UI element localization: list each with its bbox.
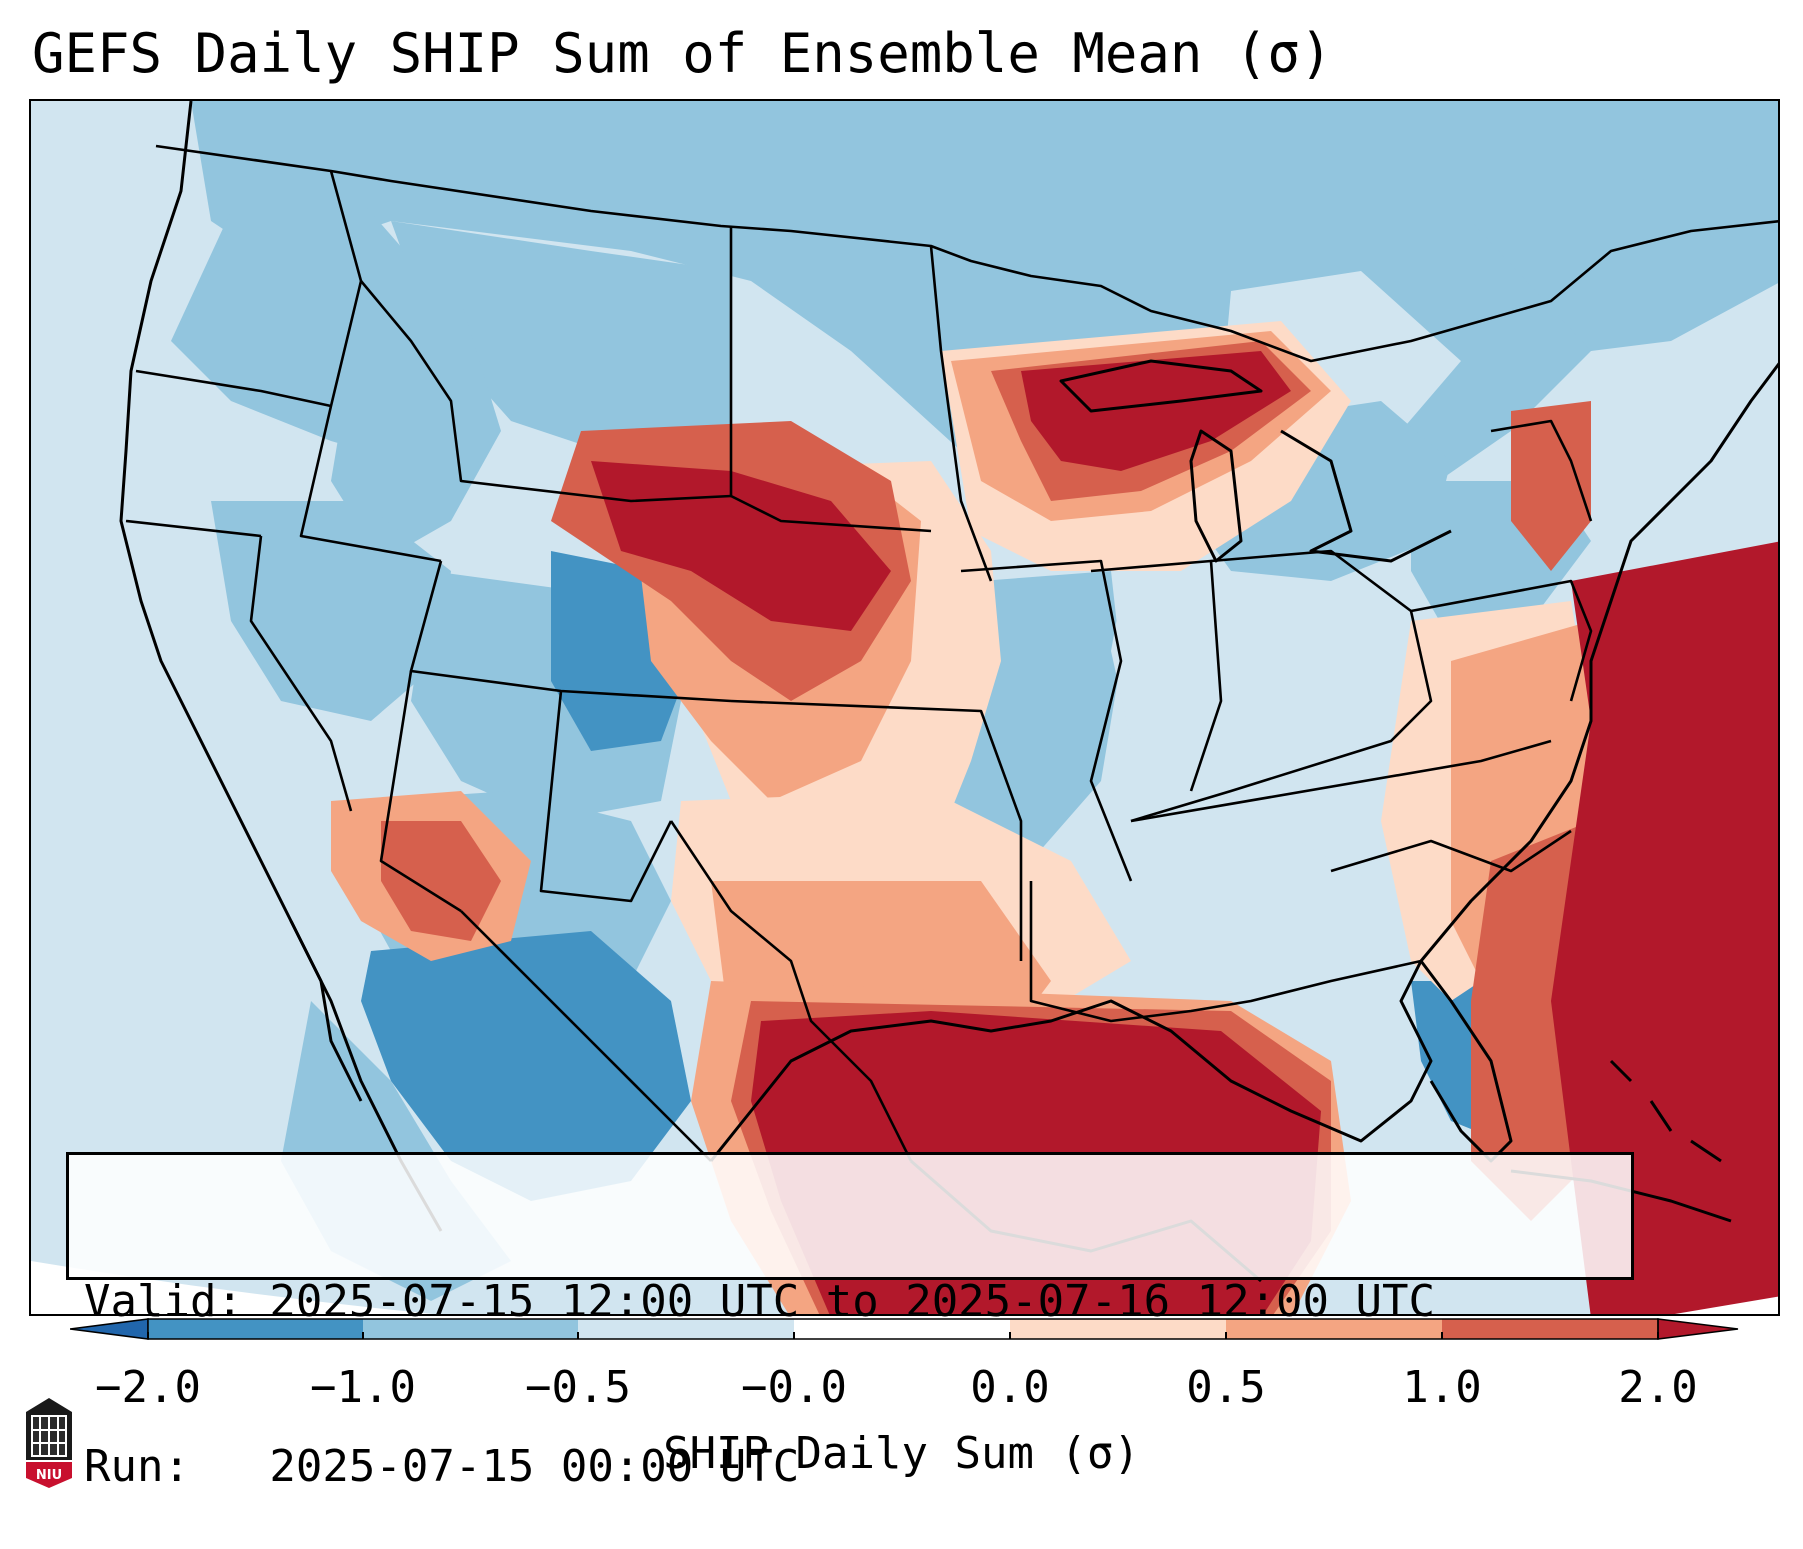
colorbar-bin-5 xyxy=(1010,1319,1226,1339)
colorbar-tick-label: −0.5 xyxy=(525,1362,631,1413)
map-title: GEFS Daily SHIP Sum of Ensemble Mean (σ) xyxy=(32,22,1333,85)
ohio-kentucky xyxy=(1130,549,1433,823)
run-time-text: Run: 2025-07-15 00:00 UTC xyxy=(84,1441,800,1492)
field-southeast-light xyxy=(1091,821,1411,1041)
colorbar-tick-label: −1.0 xyxy=(310,1362,416,1413)
oregon-california xyxy=(125,519,262,538)
colorbar-tick-label: 1.0 xyxy=(1402,1362,1482,1413)
baja-coast xyxy=(289,920,363,1102)
colorbar xyxy=(70,1318,1739,1340)
mexico-interior xyxy=(460,910,712,1162)
texas-border xyxy=(669,820,913,1162)
colorbar-axis-label: SHIP Daily Sum (σ) xyxy=(663,1428,1140,1479)
florida xyxy=(1419,960,1513,1163)
colorbar-tick-label: 0.0 xyxy=(970,1362,1050,1413)
forecast-map xyxy=(31,101,1778,1314)
colorbar-tick-label: −0.0 xyxy=(741,1362,847,1413)
lake-superior xyxy=(1059,359,1263,413)
bahamas xyxy=(1609,1059,1722,1163)
montana-line xyxy=(360,280,732,503)
colorbar-tick-label: −2.0 xyxy=(95,1362,201,1413)
lake-michigan xyxy=(1189,429,1243,563)
pacific-coast xyxy=(119,101,443,1232)
nevada-line xyxy=(249,535,353,812)
field-atlantic-core xyxy=(1551,541,1778,1314)
field-lake-superior-core xyxy=(1021,351,1291,471)
colorbar-tick-label: 0.5 xyxy=(1186,1362,1266,1413)
arizona-nm xyxy=(379,670,462,913)
idaho-line xyxy=(299,170,442,563)
utah-colorado xyxy=(409,560,732,703)
colorbar-bin-3 xyxy=(578,1319,794,1339)
illinois-indiana xyxy=(1090,559,1223,792)
minnesota xyxy=(929,245,993,582)
valid-run-info-box: Valid: 2025-07-15 12:00 UTC to 2025-07-1… xyxy=(66,1152,1634,1492)
atlantic-coast xyxy=(1419,362,1778,962)
tennessee xyxy=(1130,739,1552,823)
nm-texas xyxy=(539,690,673,903)
nebraska-kansas xyxy=(730,699,1023,961)
colorbar-ticks xyxy=(147,1332,1659,1339)
svg-text:NIU: NIU xyxy=(36,1468,62,1483)
gulf-states xyxy=(1029,881,1422,1023)
colorbar-tick-label: 2.0 xyxy=(1618,1362,1698,1413)
colorbar-bin-2 xyxy=(363,1319,578,1339)
colorbar-bin-6 xyxy=(1226,1319,1442,1339)
lake-huron-erie xyxy=(1280,429,1452,563)
canada-us-border xyxy=(155,144,1778,363)
colorbar-bin-1 xyxy=(148,1319,363,1339)
field-northern-rockies xyxy=(391,221,731,461)
field-mexico-blue xyxy=(361,931,691,1201)
colorbar-bin-7 xyxy=(1442,1319,1658,1339)
colorbar-extend-low xyxy=(70,1318,149,1340)
map-panel xyxy=(29,99,1780,1316)
iowa-missouri xyxy=(960,559,1133,882)
mid-atlantic xyxy=(1410,579,1593,702)
field-idaho-montana xyxy=(331,301,501,561)
field-plains-core xyxy=(591,461,891,631)
field-quebec xyxy=(1471,161,1778,351)
field-new-england-warm xyxy=(1511,401,1591,571)
field-ohio-valley xyxy=(1111,531,1431,761)
gulf-coast xyxy=(709,960,1433,1162)
colorbar-outline xyxy=(147,1318,1659,1340)
colorbar-extend-high xyxy=(1657,1318,1739,1340)
field-great-basin xyxy=(211,501,451,721)
niu-logo-icon: NIU xyxy=(26,1398,72,1488)
field-southwest-core xyxy=(381,821,501,941)
boundary-lines xyxy=(125,144,1778,1162)
dakotas xyxy=(729,226,932,533)
new-england xyxy=(1490,419,1593,522)
washington-oregon xyxy=(135,369,332,408)
field-atlantic-strong xyxy=(1471,821,1591,1221)
carolinas xyxy=(1330,829,1572,873)
colorbar-bin-4 xyxy=(794,1319,1010,1339)
